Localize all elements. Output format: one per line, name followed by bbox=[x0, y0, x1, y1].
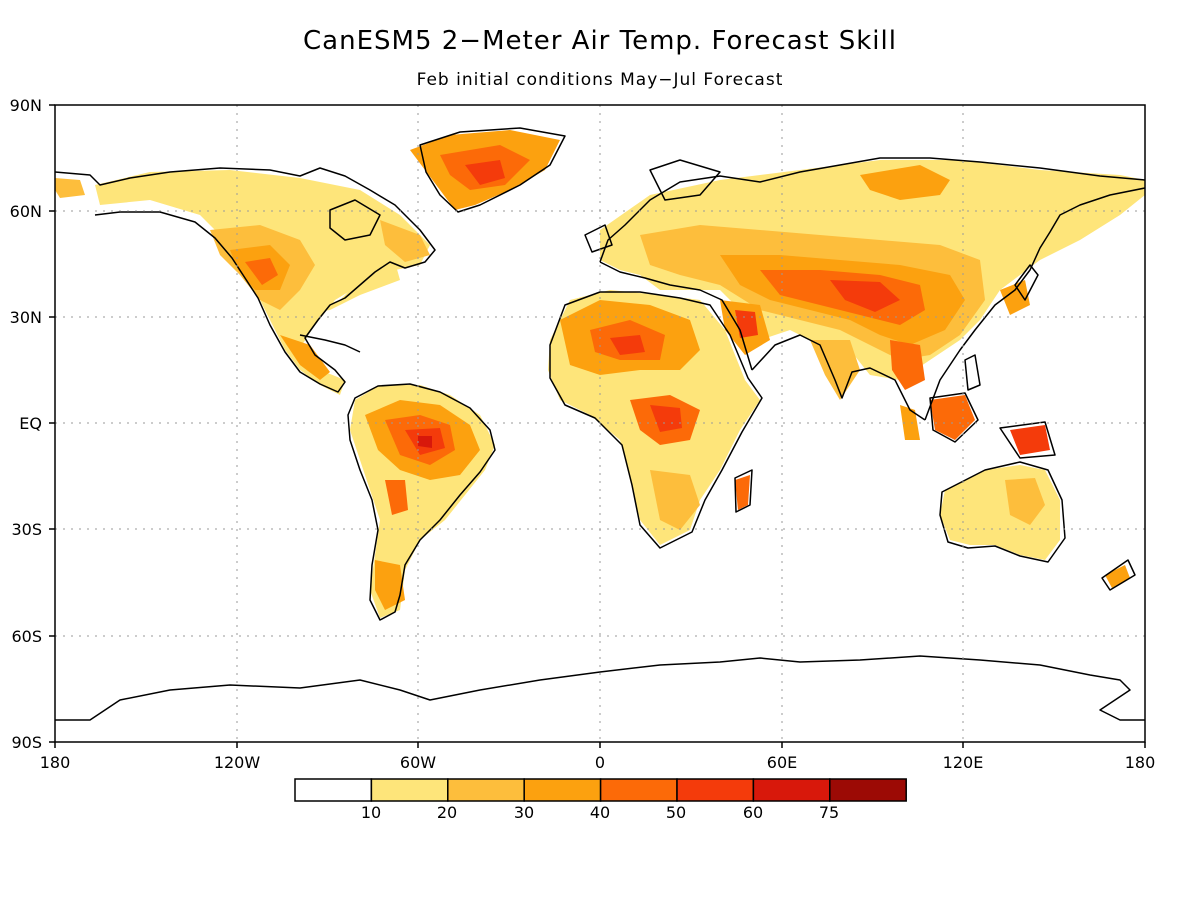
map-subtitle: Feb initial conditions May−Jul Forecast bbox=[416, 70, 784, 90]
lat-label: 60S bbox=[11, 627, 42, 646]
colorbar-swatch bbox=[829, 778, 907, 802]
lon-label: 0 bbox=[595, 753, 605, 772]
colorbar-label: 75 bbox=[819, 803, 839, 822]
colorbar-label: 50 bbox=[666, 803, 686, 822]
lat-label: 90S bbox=[11, 733, 42, 752]
lon-label: 120E bbox=[943, 753, 984, 772]
lat-label: 30S bbox=[11, 520, 42, 539]
colorbar-swatch bbox=[294, 778, 373, 802]
colorbar: 10 20 30 40 50 60 75 bbox=[294, 778, 907, 822]
colorbar-label: 40 bbox=[590, 803, 610, 822]
axis-ticks bbox=[49, 104, 1146, 748]
lon-label: 180 bbox=[1125, 753, 1156, 772]
gridlines bbox=[55, 105, 1145, 742]
lon-label: 180 bbox=[40, 753, 71, 772]
lat-label: 60N bbox=[10, 202, 42, 221]
colorbar-label: 60 bbox=[743, 803, 763, 822]
colorbar-label: 10 bbox=[361, 803, 381, 822]
lat-label: 30N bbox=[10, 308, 42, 327]
colorbar-swatch bbox=[676, 778, 755, 802]
colorbar-label: 30 bbox=[514, 803, 534, 822]
colorbar-swatch bbox=[447, 778, 525, 802]
colorbar-swatch bbox=[752, 778, 831, 802]
colorbar-swatch bbox=[523, 778, 602, 802]
colorbar-label: 20 bbox=[437, 803, 457, 822]
colorbar-swatch bbox=[370, 778, 449, 802]
lon-label: 60W bbox=[400, 753, 436, 772]
map-layer bbox=[55, 105, 1145, 742]
lat-label: EQ bbox=[19, 414, 42, 433]
coastlines bbox=[55, 127, 1145, 721]
skill-shading bbox=[55, 130, 1145, 618]
map-title: CanESM5 2−Meter Air Temp. Forecast Skill bbox=[303, 26, 897, 56]
colorbar-swatches bbox=[294, 778, 907, 802]
lat-label: 90N bbox=[10, 96, 42, 115]
lon-label: 60E bbox=[767, 753, 797, 772]
lon-label: 120W bbox=[214, 753, 261, 772]
colorbar-swatch bbox=[599, 778, 678, 802]
